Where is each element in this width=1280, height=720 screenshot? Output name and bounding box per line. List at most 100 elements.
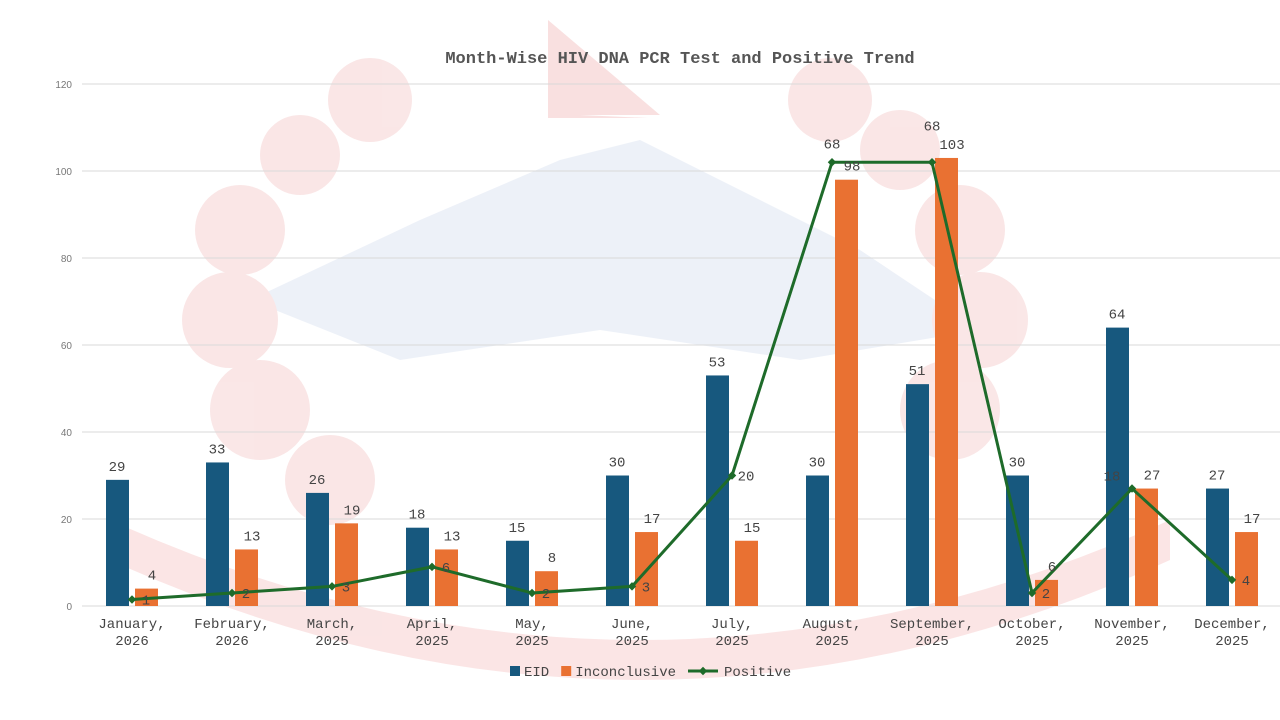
data-label-inconclusive: 4 xyxy=(148,569,156,585)
data-label-inconclusive: 19 xyxy=(344,503,361,519)
x-category-label: September, 2025 xyxy=(890,617,974,650)
bar-inconclusive xyxy=(1235,532,1258,606)
legend-label-inconclusive: Inconclusive xyxy=(575,665,676,681)
x-category-label: October, 2025 xyxy=(998,617,1065,650)
positive-marker xyxy=(1027,588,1037,598)
x-category-label-line: 2025 xyxy=(615,634,649,650)
bar-eid xyxy=(906,384,929,606)
positive-marker xyxy=(127,595,137,604)
data-label-inconclusive: 13 xyxy=(444,529,461,545)
legend-label-positive: Positive xyxy=(724,665,791,681)
positive-marker xyxy=(1127,484,1137,493)
bar-inconclusive xyxy=(835,179,858,606)
bar-inconclusive xyxy=(535,571,558,606)
legend-swatch-inconclusive xyxy=(561,666,572,676)
data-label-eid: 64 xyxy=(1109,308,1126,324)
data-label-inconclusive: 17 xyxy=(644,512,661,528)
data-label-eid: 27 xyxy=(1209,469,1226,485)
data-label-inconclusive: 8 xyxy=(548,551,556,567)
data-label-eid: 30 xyxy=(609,456,626,472)
x-category-label-line: August, xyxy=(803,617,862,633)
bar-eid xyxy=(806,475,829,606)
x-category-label-line: 2025 xyxy=(515,634,549,650)
positive-marker xyxy=(327,582,337,591)
y-tick-label: 20 xyxy=(61,515,73,526)
bar-eid xyxy=(506,540,529,606)
positive-marker xyxy=(427,562,437,572)
gridlines xyxy=(82,83,1280,607)
x-category-label-line: December, xyxy=(1194,617,1270,633)
x-category-label: June, 2025 xyxy=(611,617,653,650)
data-label-positive: 3 xyxy=(342,580,350,596)
y-axis: 0 20 40 60 80 100 120 xyxy=(55,80,72,613)
data-label-eid: 53 xyxy=(709,355,726,371)
data-label-inconclusive: 17 xyxy=(1244,512,1261,528)
positive-marker xyxy=(1227,575,1237,585)
x-category-label-line: May, xyxy=(515,617,549,633)
x-category-label-line: 2026 xyxy=(115,634,149,650)
x-category-label: April, 2025 xyxy=(407,617,457,650)
bar-eid xyxy=(206,462,229,606)
data-label-eid: 51 xyxy=(909,364,926,380)
watermark-emblem xyxy=(110,20,1170,680)
data-label-eid: 29 xyxy=(109,460,126,476)
x-category-label-line: November, xyxy=(1094,617,1170,633)
x-category-label-line: 2025 xyxy=(415,634,449,650)
bar-inconclusive xyxy=(1035,579,1058,606)
y-tick-label: 0 xyxy=(66,602,72,613)
x-category-label-line: 2025 xyxy=(815,634,849,650)
bar-eid xyxy=(1206,488,1229,606)
chart-title: Month-Wise HIV DNA PCR Test and Positive… xyxy=(445,50,914,69)
x-category-label-line: September, xyxy=(890,617,974,633)
bar-eid xyxy=(406,527,429,606)
data-label-inconclusive: 13 xyxy=(244,529,261,545)
x-category-label-line: July, xyxy=(711,617,753,633)
x-category-label-line: 2026 xyxy=(215,634,249,650)
legend-label-eid: EID xyxy=(524,665,549,681)
positive-marker xyxy=(727,471,737,480)
data-label-eid: 18 xyxy=(409,508,426,524)
data-label-positive: 2 xyxy=(242,587,250,603)
x-category-label-line: 2025 xyxy=(315,634,349,650)
x-category-label-line: 2025 xyxy=(715,634,749,650)
bar-inconclusive xyxy=(1135,488,1158,606)
bar-eid xyxy=(606,475,629,606)
legend-marker-positive xyxy=(698,666,708,676)
y-tick-label: 40 xyxy=(61,428,73,439)
data-label-positive: 20 xyxy=(738,470,755,486)
positive-series-line xyxy=(131,160,1234,601)
x-category-label-line: 2025 xyxy=(1115,634,1149,650)
bar-inconclusive xyxy=(435,549,458,606)
data-label-eid: 30 xyxy=(1009,456,1026,472)
x-category-label-line: 2025 xyxy=(915,634,949,650)
x-category-label-line: January, xyxy=(98,617,165,633)
data-label-positive: 2 xyxy=(1042,587,1050,603)
x-category-label: November, 2025 xyxy=(1094,617,1170,650)
data-label-eid: 33 xyxy=(209,442,226,458)
x-category-label-line: 2025 xyxy=(1015,634,1049,650)
x-category-label-line: October, xyxy=(998,617,1065,633)
bar-eid xyxy=(106,479,129,606)
legend-swatch-eid xyxy=(510,666,520,676)
x-category-label: January, 2026 xyxy=(98,617,165,650)
legend: EID Inconclusive Positive xyxy=(510,665,791,681)
data-label-inconclusive: 103 xyxy=(939,138,964,154)
data-label-positive: 68 xyxy=(924,119,941,135)
data-label-eid: 26 xyxy=(309,473,326,489)
positive-marker xyxy=(527,588,537,598)
x-category-label-line: June, xyxy=(611,617,653,633)
x-category-label-line: February, xyxy=(194,617,270,633)
data-label-inconclusive: 27 xyxy=(1144,469,1161,485)
data-label-positive: 3 xyxy=(642,580,650,596)
data-label-positive: 68 xyxy=(824,137,841,153)
bar-inconclusive xyxy=(935,157,958,606)
data-label-inconclusive: 98 xyxy=(844,160,861,176)
bar-eid xyxy=(306,492,329,606)
y-tick-label: 100 xyxy=(55,167,72,178)
data-label-eid: 30 xyxy=(809,456,826,472)
x-category-label-line: April, xyxy=(407,617,457,633)
data-label-positive: 6 xyxy=(442,561,450,577)
